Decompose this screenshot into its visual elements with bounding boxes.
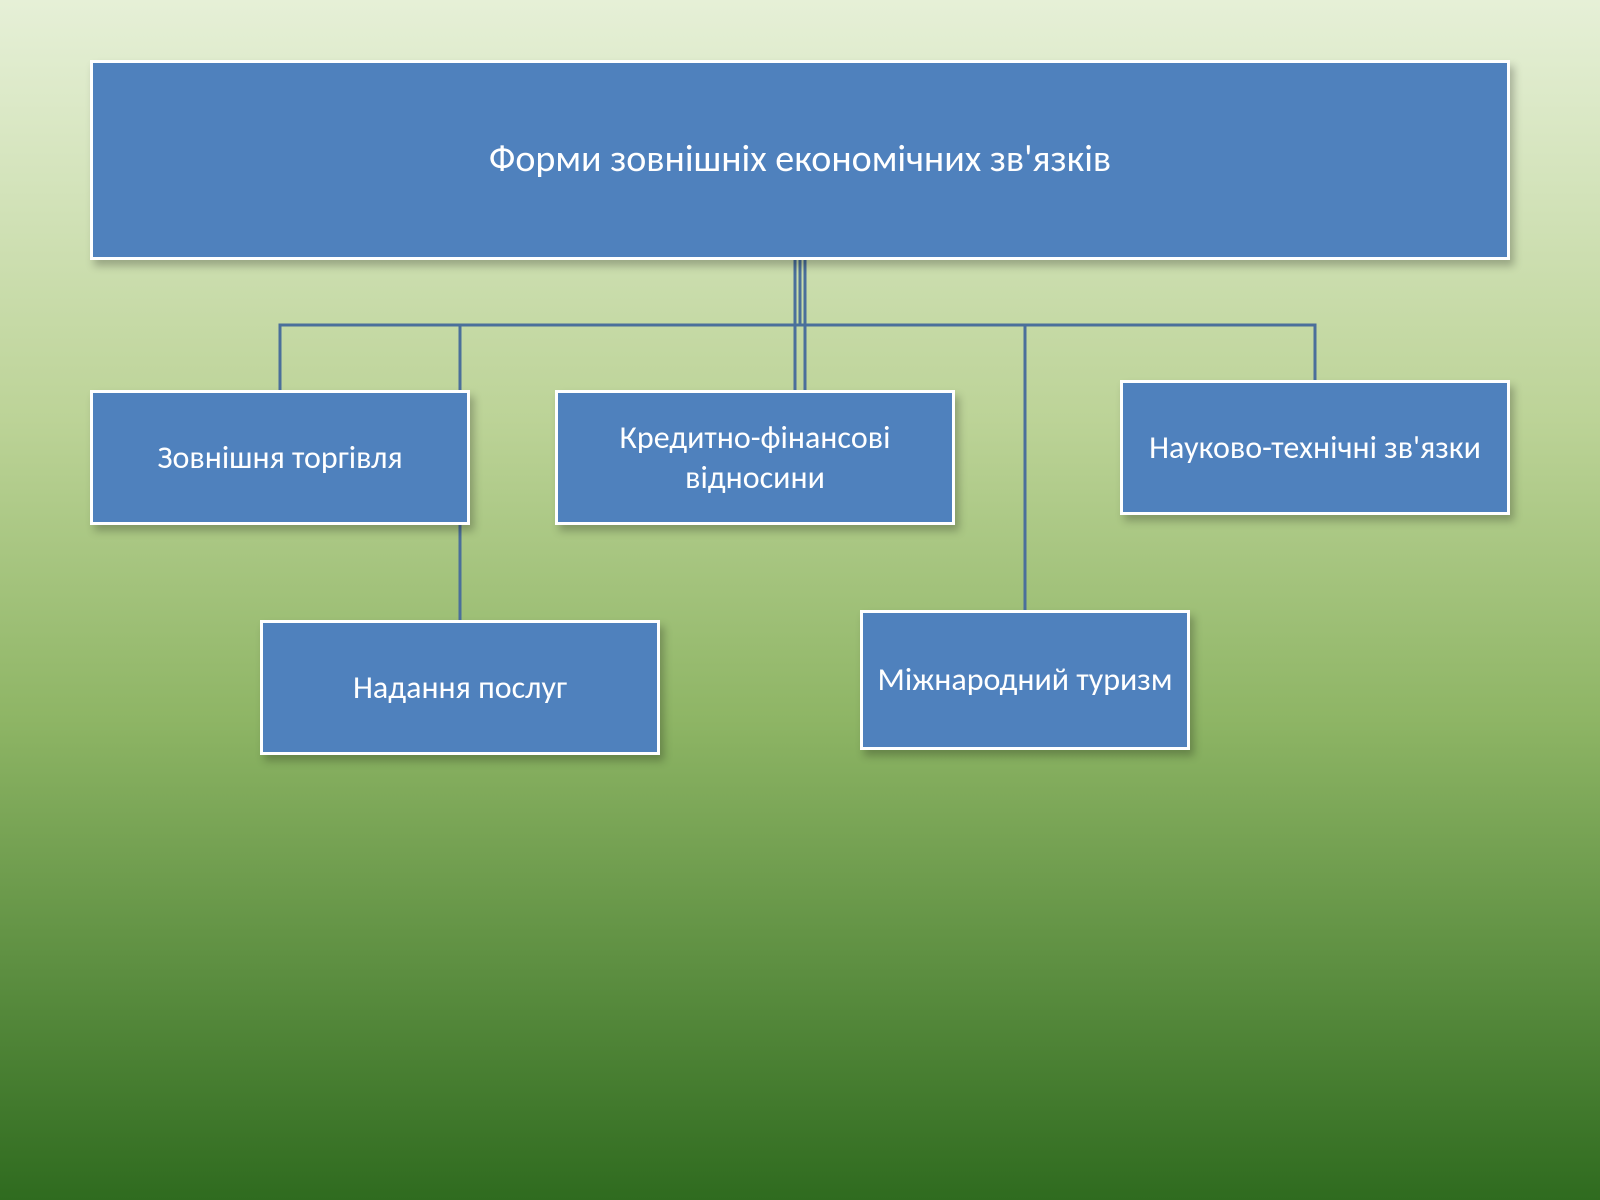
node-root: Форми зовнішніх економічних зв'язків: [90, 60, 1510, 260]
node-label: Науково-технічні зв'язки: [1149, 428, 1481, 468]
node-n2: Кредитно-фінансові відносини: [555, 390, 955, 525]
node-label: Зовнішня торгівля: [157, 438, 402, 478]
node-n4: Надання послуг: [260, 620, 660, 755]
connector: [800, 260, 1315, 380]
node-label: Надання послуг: [353, 668, 567, 708]
node-label: Кредитно-фінансові відносини: [568, 418, 942, 498]
node-label: Міжнародний туризм: [878, 660, 1173, 700]
node-n3: Науково-технічні зв'язки: [1120, 380, 1510, 515]
node-n5: Міжнародний туризм: [860, 610, 1190, 750]
node-n1: Зовнішня торгівля: [90, 390, 470, 525]
node-label: Форми зовнішніх економічних зв'язків: [489, 136, 1111, 184]
